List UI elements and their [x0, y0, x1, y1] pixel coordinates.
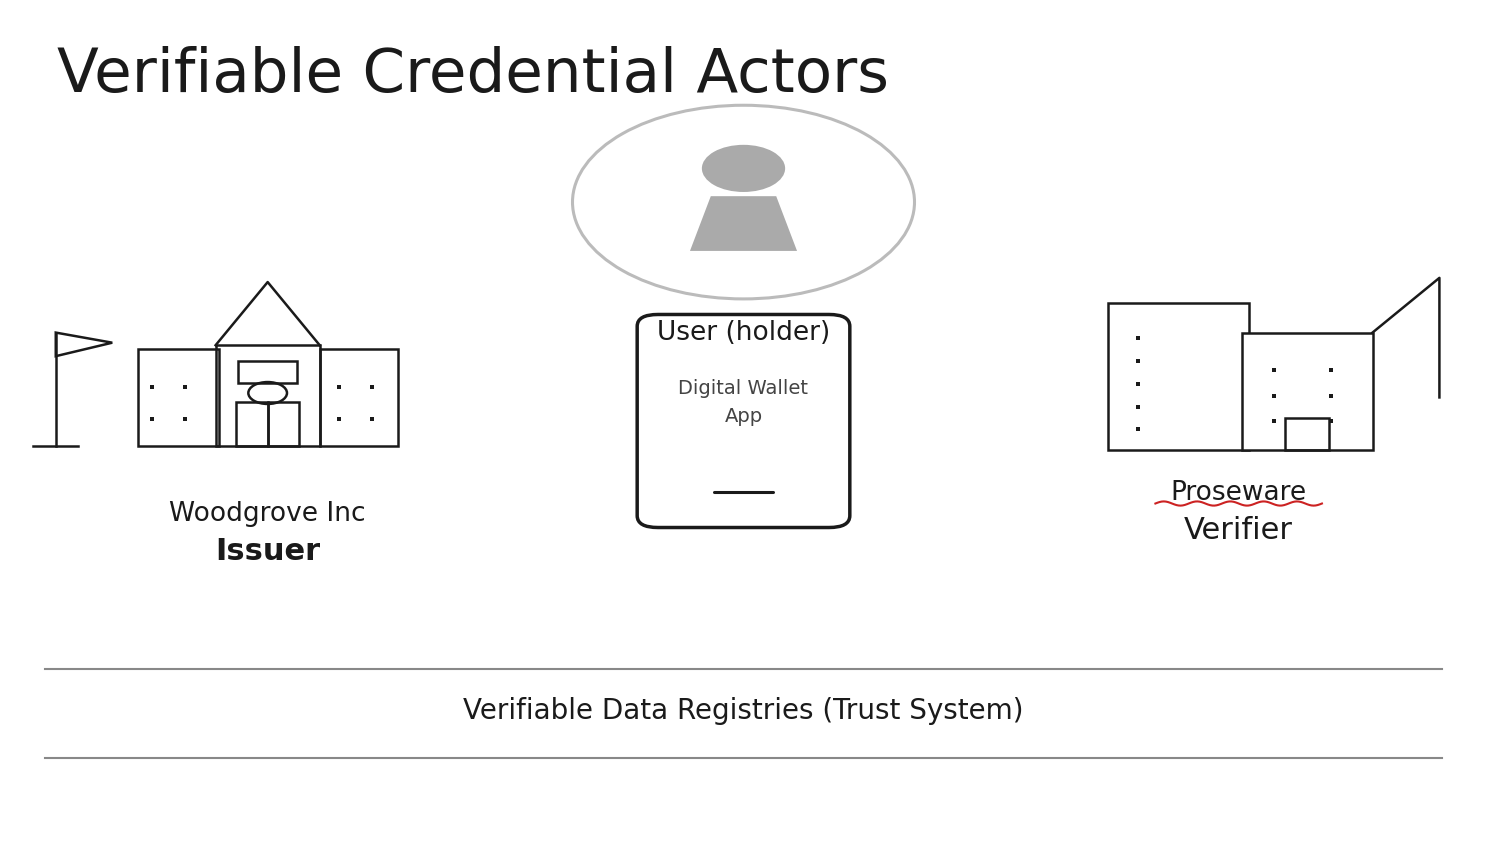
Polygon shape [1108, 303, 1249, 450]
Text: Proseware: Proseware [1170, 480, 1307, 505]
Polygon shape [1242, 333, 1373, 450]
Text: Verifier: Verifier [1184, 516, 1294, 545]
Text: Verifiable Data Registries (Trust System): Verifiable Data Registries (Trust System… [464, 697, 1023, 726]
Polygon shape [690, 196, 797, 251]
Text: Digital Wallet
App: Digital Wallet App [678, 379, 809, 425]
Text: Issuer: Issuer [216, 537, 320, 566]
Text: User (holder): User (holder) [657, 320, 830, 346]
Text: Woodgrove Inc: Woodgrove Inc [170, 501, 366, 526]
Circle shape [702, 145, 785, 192]
Text: Verifiable Credential Actors: Verifiable Credential Actors [57, 46, 889, 105]
